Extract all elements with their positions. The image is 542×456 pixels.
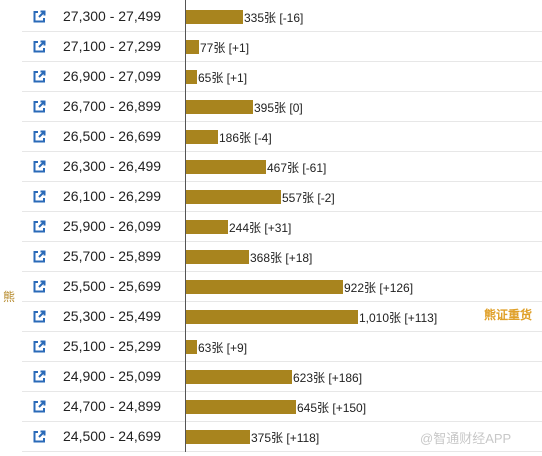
external-link-icon[interactable] [33, 40, 46, 53]
external-link-icon[interactable] [33, 430, 46, 443]
table-row: 25,100 - 25,299 63张 [+9] [0, 332, 542, 362]
annotation-label: 熊证重货 [484, 308, 533, 322]
external-link-icon[interactable] [33, 370, 46, 383]
row-divider [22, 391, 542, 392]
data-label: 645张 [+150] [297, 401, 367, 415]
external-link-icon[interactable] [33, 10, 46, 23]
data-label: 623张 [+186] [293, 371, 363, 385]
row-divider [22, 211, 542, 212]
value-axis-line [185, 0, 186, 452]
table-row: 26,500 - 26,699 186张 [-4] [0, 122, 542, 152]
category-label: 25,300 - 25,499 [63, 308, 162, 324]
data-label: 244张 [+31] [229, 221, 292, 235]
category-label: 26,500 - 26,699 [63, 128, 162, 144]
table-row: 25,500 - 25,699 922张 [+126] [0, 272, 542, 302]
bar [186, 40, 199, 54]
data-label: 65张 [+1] [198, 71, 248, 85]
external-link-icon[interactable] [33, 220, 46, 233]
watermark: @智通财经APP [420, 431, 512, 446]
table-row: 24,900 - 25,099 623张 [+186] [0, 362, 542, 392]
category-label: 25,700 - 25,899 [63, 248, 162, 264]
row-divider [22, 151, 542, 152]
external-link-icon[interactable] [33, 70, 46, 83]
table-row: 25,300 - 25,499 1,010张 [+113] [0, 302, 542, 332]
row-divider [22, 331, 542, 332]
external-link-icon[interactable] [33, 250, 46, 263]
bar [186, 280, 343, 294]
data-label: 63张 [+9] [198, 341, 248, 355]
data-label: 395张 [0] [254, 101, 303, 115]
external-link-icon[interactable] [33, 280, 46, 293]
category-label: 24,700 - 24,899 [63, 398, 162, 414]
row-divider [22, 31, 542, 32]
category-label: 25,100 - 25,299 [63, 338, 162, 354]
bar [186, 250, 249, 264]
data-label: 335张 [-16] [244, 11, 304, 25]
row-divider [22, 121, 542, 122]
table-row: 26,700 - 26,899 395张 [0] [0, 92, 542, 122]
row-divider [22, 451, 542, 452]
bar [186, 190, 281, 204]
row-divider [22, 271, 542, 272]
row-divider [22, 241, 542, 242]
category-label: 24,900 - 25,099 [63, 368, 162, 384]
table-row: 24,500 - 24,699 375张 [+118] [0, 422, 542, 452]
external-link-icon[interactable] [33, 130, 46, 143]
bar [186, 310, 358, 324]
data-label: 1,010张 [+113] [359, 311, 438, 325]
bar [186, 400, 296, 414]
external-link-icon[interactable] [33, 190, 46, 203]
side-label: 熊 [3, 290, 16, 304]
table-row: 25,700 - 25,899 368张 [+18] [0, 242, 542, 272]
category-label: 27,300 - 27,499 [63, 8, 162, 24]
row-divider [22, 181, 542, 182]
category-label: 26,700 - 26,899 [63, 98, 162, 114]
data-label: 186张 [-4] [219, 131, 272, 145]
table-row: 27,100 - 27,299 77张 [+1] [0, 32, 542, 62]
table-row: 26,100 - 26,299 557张 [-2] [0, 182, 542, 212]
external-link-icon[interactable] [33, 100, 46, 113]
category-label: 24,500 - 24,699 [63, 428, 162, 444]
category-label: 26,900 - 27,099 [63, 68, 162, 84]
data-label: 557张 [-2] [282, 191, 335, 205]
category-label: 25,900 - 26,099 [63, 218, 162, 234]
row-divider [22, 61, 542, 62]
external-link-icon[interactable] [33, 340, 46, 353]
bar [186, 70, 197, 84]
row-divider [22, 301, 542, 302]
external-link-icon[interactable] [33, 400, 46, 413]
bar [186, 100, 253, 114]
bar [186, 160, 266, 174]
table-row: 24,700 - 24,899 645张 [+150] [0, 392, 542, 422]
bar [186, 130, 218, 144]
bar [186, 10, 243, 24]
data-label: 77张 [+1] [200, 41, 250, 55]
external-link-icon[interactable] [33, 160, 46, 173]
category-label: 26,300 - 26,499 [63, 158, 162, 174]
data-label: 467张 [-61] [267, 161, 327, 175]
data-label: 922张 [+126] [344, 281, 414, 295]
bar [186, 220, 228, 234]
row-divider [22, 421, 542, 422]
category-label: 25,500 - 25,699 [63, 278, 162, 294]
table-row: 26,900 - 27,099 65张 [+1] [0, 62, 542, 92]
bar [186, 340, 197, 354]
row-divider [22, 361, 542, 362]
table-row: 26,300 - 26,499 467张 [-61] [0, 152, 542, 182]
bar [186, 430, 250, 444]
table-row: 25,900 - 26,099 244张 [+31] [0, 212, 542, 242]
row-divider [22, 91, 542, 92]
data-label: 368张 [+18] [250, 251, 313, 265]
category-label: 26,100 - 26,299 [63, 188, 162, 204]
category-label: 27,100 - 27,299 [63, 38, 162, 54]
bar [186, 370, 292, 384]
data-label: 375张 [+118] [251, 431, 320, 445]
external-link-icon[interactable] [33, 310, 46, 323]
table-row: 27,300 - 27,499 335张 [-16] [0, 2, 542, 32]
